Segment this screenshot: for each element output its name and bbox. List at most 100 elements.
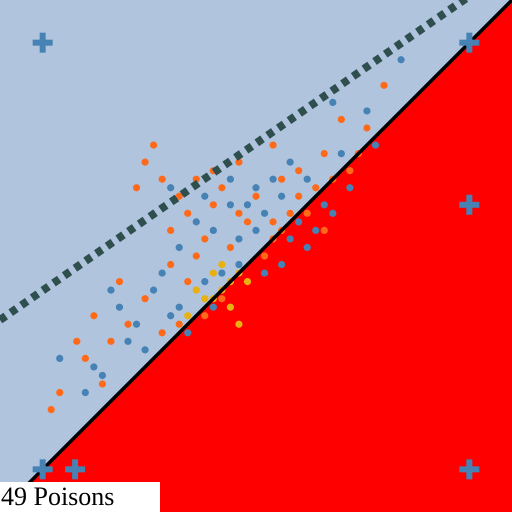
poison-count-label: 49 Poisons — [0, 482, 160, 512]
point-s1-20 — [158, 175, 166, 183]
point-s1-7 — [141, 295, 149, 303]
point-s1-34 — [252, 192, 260, 200]
point-s2-8 — [192, 286, 200, 294]
point-s0-30 — [312, 226, 320, 234]
point-s0-0 — [167, 184, 175, 192]
plus-marker-3 — [459, 459, 480, 480]
point-s1-47 — [47, 406, 55, 414]
point-s1-14 — [363, 124, 371, 132]
point-s0-23 — [158, 269, 166, 277]
plus-marker-1-v — [466, 32, 473, 53]
point-s0-40 — [56, 354, 64, 362]
point-s1-52 — [192, 252, 200, 260]
point-s0-14 — [278, 192, 286, 200]
point-s1-35 — [303, 209, 311, 217]
point-s2-9 — [243, 278, 252, 286]
point-s0-22 — [218, 269, 226, 277]
plus-marker-5 — [65, 459, 86, 480]
point-s0-39 — [278, 260, 286, 269]
point-s1-41 — [295, 167, 303, 175]
point-s1-25 — [90, 312, 98, 320]
point-s0-4 — [201, 278, 209, 286]
point-s0-13 — [397, 56, 405, 64]
point-s1-16 — [218, 295, 226, 303]
point-s2-7 — [226, 303, 234, 311]
point-s2-5 — [218, 260, 226, 269]
point-s1-15 — [184, 278, 192, 286]
point-s0-2 — [226, 201, 234, 209]
point-s0-9 — [260, 269, 269, 277]
plus-marker-4 — [32, 459, 53, 480]
point-s1-36 — [115, 278, 124, 286]
point-s0-5 — [175, 303, 183, 311]
point-s1-32 — [175, 320, 183, 328]
point-s0-46 — [209, 303, 217, 311]
point-s0-12 — [346, 184, 354, 192]
point-s1-27 — [286, 209, 294, 217]
point-s1-4 — [269, 218, 277, 226]
point-s2-10 — [184, 312, 192, 320]
point-s1-50 — [346, 167, 354, 175]
point-s0-10 — [235, 235, 243, 243]
point-s0-26 — [337, 150, 345, 158]
point-s0-19 — [243, 201, 252, 209]
point-s1-17 — [260, 252, 269, 260]
point-s1-45 — [320, 226, 328, 234]
point-s0-28 — [141, 346, 149, 354]
point-s2-11 — [235, 320, 243, 328]
point-s0-33 — [107, 286, 115, 294]
cross-markers — [32, 32, 480, 480]
point-s1-31 — [132, 184, 141, 192]
point-s1-37 — [73, 337, 81, 345]
point-s1-0 — [141, 158, 149, 166]
point-s0-24 — [192, 218, 200, 226]
point-s0-36 — [371, 141, 380, 149]
point-s1-21 — [278, 175, 286, 183]
point-s1-40 — [226, 243, 234, 252]
point-s1-18 — [243, 218, 252, 226]
point-s0-34 — [286, 158, 294, 166]
plus-marker-0-v — [39, 32, 46, 53]
point-s0-3 — [252, 226, 260, 234]
point-s2-3 — [201, 295, 209, 303]
point-s0-29 — [184, 329, 192, 337]
point-s0-20 — [295, 218, 303, 226]
plus-marker-2-v — [466, 194, 473, 215]
plus-marker-4-v — [39, 459, 46, 480]
point-s1-24 — [124, 320, 132, 328]
point-s0-15 — [209, 226, 217, 234]
point-s0-8 — [286, 235, 294, 243]
point-s0-27 — [363, 107, 371, 115]
point-s1-26 — [235, 158, 243, 166]
point-s1-8 — [107, 337, 115, 345]
point-s0-11 — [303, 175, 311, 183]
point-s1-33 — [209, 201, 217, 209]
point-s1-5 — [201, 235, 209, 243]
point-s1-2 — [175, 192, 183, 200]
point-s0-1 — [329, 98, 337, 106]
point-s0-21 — [320, 201, 328, 209]
point-s1-46 — [98, 380, 106, 388]
plus-marker-1 — [459, 32, 480, 53]
point-s0-31 — [235, 260, 243, 269]
plus-marker-2 — [459, 194, 480, 215]
point-s0-37 — [132, 320, 141, 328]
point-s1-3 — [235, 209, 243, 217]
point-s1-49 — [218, 184, 226, 192]
point-s1-13 — [337, 115, 345, 124]
point-s0-7 — [150, 286, 158, 294]
point-s1-51 — [158, 329, 166, 337]
point-s0-6 — [124, 337, 132, 345]
point-s0-42 — [226, 175, 234, 183]
point-s0-44 — [167, 312, 175, 320]
point-s1-11 — [295, 192, 303, 200]
point-s0-17 — [90, 363, 98, 371]
point-s1-42 — [380, 81, 388, 89]
point-s2-0 — [209, 269, 217, 277]
point-s0-45 — [260, 209, 269, 217]
plus-marker-5-v — [72, 459, 79, 480]
point-s0-16 — [115, 303, 124, 311]
point-s0-25 — [269, 175, 277, 183]
point-s0-47 — [329, 209, 337, 217]
